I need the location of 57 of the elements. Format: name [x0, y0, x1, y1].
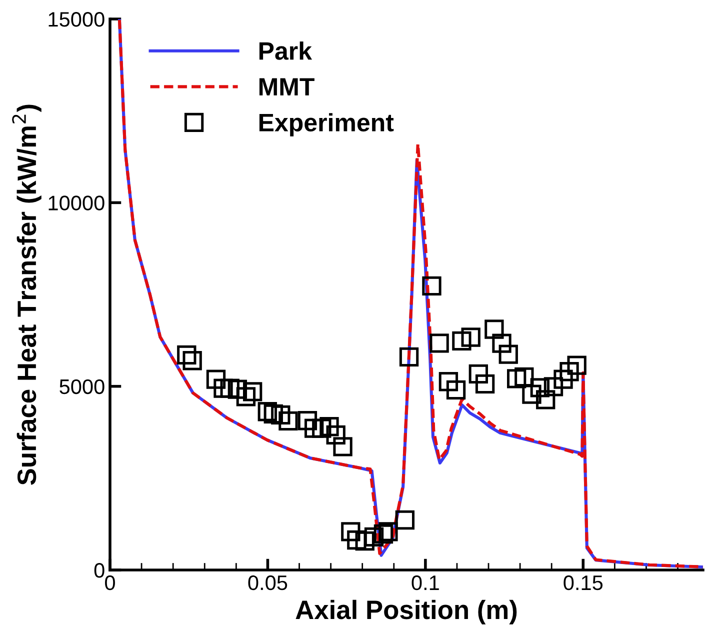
point: [522, 384, 542, 404]
point: [320, 417, 339, 436]
point: [298, 411, 318, 430]
point: [544, 377, 564, 396]
point: [507, 369, 526, 388]
point: [446, 380, 466, 400]
point: [182, 351, 202, 370]
y-axis-title: Surface Heat Transfer (kW/m$^{2}$): [12, 104, 42, 485]
point: [206, 370, 226, 389]
x-tick-label: 0.15: [564, 575, 603, 590]
y-tick-label: 0: [94, 563, 104, 578]
point: [264, 404, 283, 424]
point: [355, 531, 374, 551]
x-tick-label: 0.1: [412, 575, 439, 590]
point: [236, 387, 256, 406]
point: [514, 367, 534, 387]
point: [374, 524, 394, 544]
point: [475, 374, 495, 394]
point: [378, 522, 398, 542]
point: [560, 362, 579, 382]
point: [364, 527, 384, 547]
point: [214, 378, 233, 398]
point: [304, 418, 324, 438]
y-tick-label: 5000: [60, 379, 104, 394]
point: [530, 378, 550, 398]
point: [498, 344, 518, 364]
legend-label: Park: [259, 42, 312, 60]
point: [452, 331, 472, 351]
point: [492, 334, 512, 353]
point: [395, 510, 415, 530]
point: [422, 276, 442, 296]
point: [333, 437, 352, 456]
point: [399, 347, 419, 367]
point: [438, 372, 458, 392]
y-tick-label: 10000: [48, 196, 104, 210]
point: [341, 522, 360, 542]
point: [536, 390, 556, 410]
x-tick-label: 0: [105, 575, 115, 590]
point: [326, 425, 346, 445]
point: [567, 356, 586, 375]
point: [554, 370, 573, 389]
point: [271, 405, 290, 425]
x-axis-title: Axial Position (m): [296, 600, 517, 624]
point: [242, 382, 262, 402]
point: [430, 334, 449, 353]
legend-label: Experiment: [259, 113, 394, 136]
point: [461, 328, 480, 347]
point: [258, 402, 277, 422]
point: [468, 364, 488, 384]
point: [347, 530, 366, 550]
point: [228, 380, 248, 399]
legend-label: MMT: [259, 78, 314, 96]
point: [177, 345, 196, 365]
point: [484, 320, 504, 339]
point: [278, 411, 298, 431]
y-tick-label: 15000: [48, 12, 104, 27]
x-tick-label: 0.05: [248, 575, 288, 590]
